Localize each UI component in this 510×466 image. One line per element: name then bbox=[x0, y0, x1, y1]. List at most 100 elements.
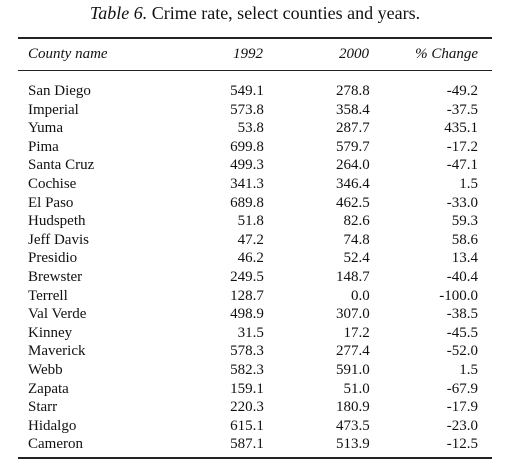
cell-2000: 307.0 bbox=[336, 306, 370, 323]
table-row: Starr 220.3 180.9 -17.9 bbox=[18, 398, 492, 417]
cell-county: Webb bbox=[28, 361, 63, 378]
cell-change: 1.5 bbox=[459, 175, 478, 192]
crime-rate-table: San Diego 549.1 278.8 -49.2 Imperial 573.8 358… bbox=[18, 82, 492, 454]
cell-2000: 277.4 bbox=[336, 343, 370, 360]
cell-2000: 82.6 bbox=[343, 213, 370, 230]
cell-change: -38.5 bbox=[446, 306, 478, 323]
cell-county: Brewster bbox=[28, 268, 83, 285]
table-row: San Diego 549.1 278.8 -49.2 bbox=[18, 82, 492, 101]
cell-1992: 51.8 bbox=[237, 213, 264, 230]
table-row: Kinney 31.5 17.2 -45.5 bbox=[18, 324, 492, 343]
column-header-2000: 2000 bbox=[338, 46, 369, 62]
cell-1992: 549.1 bbox=[230, 83, 264, 99]
table-caption: Table 6. Crime rate, select counties and… bbox=[0, 2, 510, 24]
top-rule bbox=[18, 37, 492, 39]
cell-change: 1.5 bbox=[459, 361, 478, 378]
cell-change: -100.0 bbox=[439, 287, 478, 304]
cell-change: -17.2 bbox=[446, 138, 478, 155]
cell-1992: 499.3 bbox=[230, 157, 264, 174]
column-header-change: % Change bbox=[415, 46, 478, 62]
cell-1992: 128.7 bbox=[230, 287, 264, 304]
cell-1992: 582.3 bbox=[230, 361, 264, 378]
cell-2000: 591.0 bbox=[336, 361, 370, 378]
table-row: Webb 582.3 591.0 1.5 bbox=[18, 361, 492, 380]
table-title: Crime rate, select counties and years. bbox=[151, 3, 421, 23]
cell-2000: 473.5 bbox=[336, 417, 370, 434]
cell-county: Hudspeth bbox=[28, 213, 86, 230]
table-row: Terrell 128.7 0.0 -100.0 bbox=[18, 287, 492, 306]
table-body: San Diego 549.1 278.8 -49.2 Imperial 573.8 358… bbox=[18, 82, 492, 454]
cell-2000: 17.2 bbox=[343, 324, 370, 341]
table-row: Zapata 159.1 51.0 -67.9 bbox=[18, 380, 492, 399]
cell-2000: 0.0 bbox=[351, 287, 370, 304]
cell-county: Yuma bbox=[28, 120, 63, 137]
cell-county: Cameron bbox=[28, 436, 83, 453]
table-row: Maverick 578.3 277.4 -52.0 bbox=[18, 342, 492, 361]
table-header: County name 1992 2000 % Change bbox=[18, 44, 492, 64]
cell-county: Starr bbox=[28, 399, 58, 416]
cell-change: -12.5 bbox=[446, 436, 478, 453]
table-row: Jeff Davis 47.2 74.8 58.6 bbox=[18, 231, 492, 250]
cell-change: -47.1 bbox=[446, 157, 478, 174]
cell-2000: 148.7 bbox=[336, 268, 370, 285]
cell-county: Maverick bbox=[28, 343, 86, 360]
cell-change: -23.0 bbox=[446, 417, 478, 434]
cell-change: -45.5 bbox=[446, 324, 478, 341]
table-row: Brewster 249.5 148.7 -40.4 bbox=[18, 268, 492, 287]
cell-1992: 578.3 bbox=[230, 343, 264, 360]
cell-1992: 46.2 bbox=[237, 250, 264, 267]
cell-change: -37.5 bbox=[446, 101, 478, 118]
cell-2000: 278.8 bbox=[336, 83, 370, 99]
cell-2000: 74.8 bbox=[343, 231, 370, 248]
cell-county: Imperial bbox=[28, 101, 79, 118]
cell-1992: 47.2 bbox=[237, 231, 264, 248]
cell-county: Kinney bbox=[28, 324, 73, 341]
table-row: Presidio 46.2 52.4 13.4 bbox=[18, 249, 492, 268]
cell-county: Jeff Davis bbox=[28, 231, 89, 248]
cell-change: 59.3 bbox=[451, 213, 478, 230]
cell-2000: 264.0 bbox=[336, 157, 370, 174]
cell-county: Presidio bbox=[28, 250, 78, 267]
cell-change: -33.0 bbox=[446, 194, 478, 211]
table-row: Imperial 573.8 358.4 -37.5 bbox=[18, 101, 492, 120]
cell-county: Pima bbox=[28, 138, 59, 155]
table-row: El Paso 689.8 462.5 -33.0 bbox=[18, 194, 492, 213]
cell-county: San Diego bbox=[28, 83, 91, 99]
cell-2000: 287.7 bbox=[336, 120, 370, 137]
cell-2000: 513.9 bbox=[336, 436, 370, 453]
column-header-county: County name bbox=[28, 46, 108, 62]
column-header-1992: 1992 bbox=[233, 46, 264, 62]
cell-2000: 52.4 bbox=[343, 250, 370, 267]
cell-1992: 53.8 bbox=[237, 120, 264, 137]
cell-2000: 462.5 bbox=[336, 194, 370, 211]
cell-change: 58.6 bbox=[451, 231, 478, 248]
cell-change: -67.9 bbox=[446, 380, 478, 397]
cell-1992: 341.3 bbox=[230, 175, 264, 192]
cell-county: Cochise bbox=[28, 175, 77, 192]
cell-2000: 346.4 bbox=[336, 175, 370, 192]
cell-county: Zapata bbox=[28, 380, 69, 397]
table-row: Cameron 587.1 513.9 -12.5 bbox=[18, 435, 492, 454]
cell-county: Hidalgo bbox=[28, 417, 77, 434]
cell-county: El Paso bbox=[28, 194, 74, 211]
cell-1992: 699.8 bbox=[230, 138, 264, 155]
cell-change: -52.0 bbox=[446, 343, 478, 360]
cell-county: Val Verde bbox=[28, 306, 87, 323]
cell-change: 435.1 bbox=[444, 120, 478, 137]
cell-1992: 159.1 bbox=[230, 380, 264, 397]
cell-2000: 579.7 bbox=[336, 138, 370, 155]
cell-1992: 31.5 bbox=[237, 324, 264, 341]
table-row: Cochise 341.3 346.4 1.5 bbox=[18, 175, 492, 194]
header-rule bbox=[18, 70, 492, 71]
table-row: Yuma 53.8 287.7 435.1 bbox=[18, 119, 492, 138]
cell-county: Santa Cruz bbox=[28, 157, 95, 174]
cell-1992: 498.9 bbox=[230, 306, 264, 323]
cell-county: Terrell bbox=[28, 287, 68, 304]
cell-1992: 587.1 bbox=[230, 436, 264, 453]
cell-2000: 180.9 bbox=[336, 399, 370, 416]
cell-change: -40.4 bbox=[446, 268, 478, 285]
cell-1992: 220.3 bbox=[230, 399, 264, 416]
table-row: Hidalgo 615.1 473.5 -23.0 bbox=[18, 417, 492, 436]
cell-1992: 249.5 bbox=[230, 268, 264, 285]
cell-2000: 51.0 bbox=[343, 380, 370, 397]
